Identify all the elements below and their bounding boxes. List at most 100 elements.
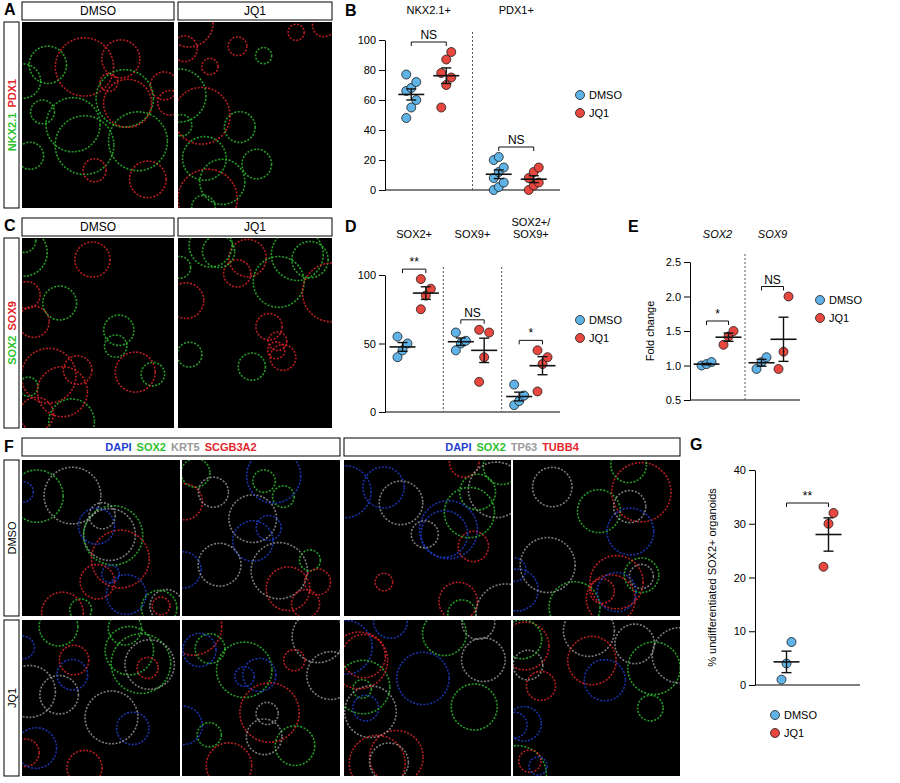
organoid-ring <box>104 79 152 127</box>
organoid-ring <box>266 567 310 611</box>
legend: DMSOJQ1 <box>816 294 863 324</box>
organoid-ring <box>363 467 404 508</box>
data-dot <box>762 353 771 362</box>
error-stem <box>460 338 461 345</box>
organoid-ring <box>526 671 555 700</box>
column-header: JQ1 <box>244 4 266 18</box>
row-header: DMSO <box>6 521 18 554</box>
organoid-ring <box>611 460 647 483</box>
error-cap <box>779 361 789 362</box>
legend-swatch <box>576 109 585 118</box>
organoid-ring <box>43 286 77 320</box>
organoid-ring <box>198 477 228 507</box>
organoid-ring <box>256 515 281 540</box>
error-stem <box>728 333 729 341</box>
organoid-layer <box>344 460 511 616</box>
organoid-ring <box>55 38 113 96</box>
tick-label: 20 <box>734 572 746 584</box>
error-cap <box>421 286 431 287</box>
organoid-ring <box>568 636 616 684</box>
stain-name: DAPI <box>445 441 471 453</box>
error-stem <box>402 343 403 352</box>
error-cap <box>456 345 466 346</box>
tick-label: 0 <box>370 184 376 196</box>
tick-mark <box>749 524 755 525</box>
organoid-ring <box>111 634 170 693</box>
stain-name: SCGB3A2 <box>205 441 257 453</box>
error-cap <box>779 317 789 318</box>
organoid-ring <box>612 463 671 522</box>
organoid-ring <box>130 161 167 198</box>
data-dot <box>777 675 786 684</box>
organoid-ring <box>549 582 600 616</box>
organoid-ring <box>256 48 272 64</box>
organoid-ring <box>178 256 191 278</box>
legend-label: DMSO <box>829 294 862 306</box>
significance-bracket <box>707 321 729 325</box>
error-bar <box>724 333 734 341</box>
organoid-ring <box>513 650 543 680</box>
legend-label: JQ1 <box>589 332 609 344</box>
organoid-ring <box>375 573 393 591</box>
error-bar <box>529 176 539 183</box>
legend-swatch <box>771 711 780 720</box>
organoid-ring <box>178 87 230 144</box>
stain-box <box>4 238 19 428</box>
legend-label: JQ1 <box>589 107 609 119</box>
organoid-ring <box>42 592 84 616</box>
organoid-ring <box>302 263 332 322</box>
error-cap <box>702 363 712 364</box>
legend-label: DMSO <box>589 314 622 326</box>
tick-label: 50 <box>364 338 376 350</box>
organoid-ring <box>109 112 168 171</box>
error-cap <box>514 391 524 392</box>
organoid-ring <box>607 508 654 555</box>
image-background <box>513 460 680 616</box>
data-dot <box>533 346 542 355</box>
chart-panel: B020406080100NKX2.1+PDX1+NSNSDMSOJQ1 <box>345 2 622 196</box>
organoid-ring <box>284 650 305 671</box>
organoid-ring <box>458 531 488 561</box>
organoid-ring <box>638 695 664 721</box>
column-header: DMSO <box>80 4 116 18</box>
panel-letter: G <box>690 436 702 453</box>
organoid-ring <box>106 575 146 615</box>
micrograph <box>165 449 340 618</box>
significance-bracket <box>411 42 446 46</box>
stain-name: SOX2 <box>137 441 166 453</box>
organoid-ring <box>178 169 237 208</box>
data-dot <box>437 103 446 112</box>
tick-label: 40 <box>734 464 746 476</box>
organoid-ring <box>288 24 304 40</box>
micrograph <box>164 598 355 783</box>
organoid-ring <box>590 556 643 609</box>
tick-label: 2.0 <box>666 291 681 303</box>
organoid-ring <box>423 620 467 656</box>
stain-name: TP63 <box>511 441 537 453</box>
error-cap <box>529 182 539 183</box>
significance-bracket <box>461 320 484 324</box>
row-header: JQ1 <box>6 688 18 708</box>
y-axis: 0.51.01.52.02.5 <box>666 256 691 406</box>
legend-swatch <box>576 91 585 100</box>
organoid-ring <box>22 282 40 309</box>
y-tick: 1.5 <box>666 325 690 337</box>
tick-mark <box>684 297 690 298</box>
organoid-ring <box>462 638 506 682</box>
organoid-ring <box>242 149 272 179</box>
legend: DMSOJQ1 <box>771 709 818 739</box>
stain-label: NKX2.1PDX1 <box>6 79 18 151</box>
legend-label: JQ1 <box>784 727 804 739</box>
organoid-ring <box>137 657 158 678</box>
organoid-layer <box>513 460 671 616</box>
error-cap <box>398 351 408 352</box>
organoid-ring <box>513 746 546 776</box>
error-bar <box>398 343 408 352</box>
organoid-ring <box>178 36 197 62</box>
organoid-ring <box>200 159 245 204</box>
data-dot <box>485 328 494 337</box>
organoid-ring <box>150 72 174 100</box>
chart-panel: D050100SOX2+SOX9+SOX2+/SOX9+**NS*DMSOJQ1 <box>345 216 622 418</box>
organoid-ring <box>182 460 210 487</box>
organoid-ring <box>22 348 76 403</box>
